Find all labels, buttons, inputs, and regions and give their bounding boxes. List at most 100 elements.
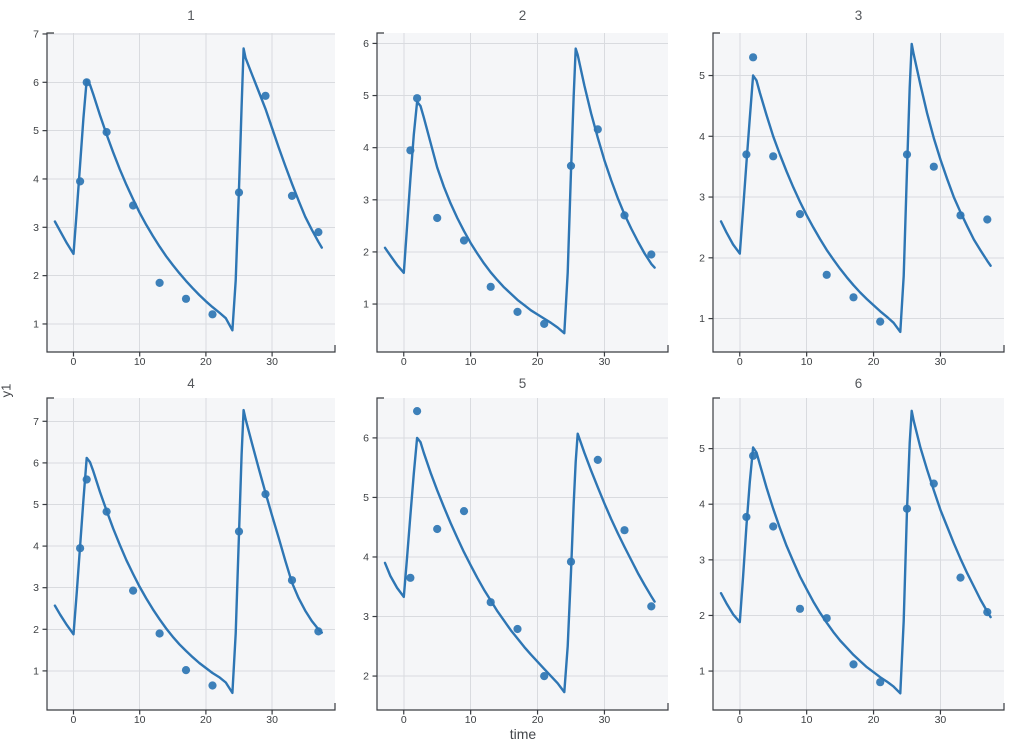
tick-label: 2	[33, 270, 39, 282]
data-point	[433, 524, 442, 534]
tick-label: 30	[599, 714, 611, 726]
tick-label: 5	[33, 499, 39, 511]
data-point	[902, 150, 912, 159]
tick-label: 30	[599, 356, 611, 368]
panel-background	[377, 33, 668, 352]
fit-line	[719, 42, 992, 334]
axis-spines	[712, 32, 1005, 353]
tick-label: 2	[363, 671, 369, 683]
tick-label: 1	[699, 313, 705, 325]
tick-label: 0	[737, 356, 743, 368]
data-point	[902, 504, 912, 513]
tick-label: 2	[363, 246, 369, 258]
data-point	[413, 94, 422, 103]
fit-line	[719, 409, 992, 695]
data-point	[287, 191, 297, 200]
data-point	[486, 598, 495, 607]
data-point	[929, 162, 938, 171]
panel-background	[47, 398, 335, 710]
tick-label: 20	[200, 356, 212, 368]
data-point	[742, 150, 751, 159]
panel-background	[47, 33, 335, 352]
data-point	[983, 215, 992, 224]
data-point	[769, 522, 778, 531]
data-point	[749, 53, 758, 62]
data-point	[647, 250, 656, 259]
tick-label: 0	[401, 714, 407, 726]
data-point	[76, 177, 85, 186]
panel-title: 3	[855, 8, 863, 23]
data-point	[181, 666, 191, 675]
tick-label: 3	[699, 554, 705, 566]
tick-label: 2	[699, 610, 705, 622]
data-point	[155, 629, 164, 638]
panel-background	[377, 398, 668, 710]
tick-label: 3	[699, 192, 705, 204]
data-point	[647, 602, 656, 611]
tick-label: 10	[134, 714, 146, 726]
data-point	[314, 627, 323, 636]
data-point	[433, 213, 442, 223]
tick-label: 5	[699, 70, 705, 82]
data-point	[406, 146, 415, 155]
x-axis-label: time	[509, 726, 537, 742]
tick-label: 20	[868, 714, 880, 726]
data-point	[876, 678, 885, 687]
panel-title: 5	[519, 376, 527, 391]
tick-label: 3	[363, 611, 369, 623]
data-point	[749, 451, 758, 460]
data-point	[261, 91, 270, 100]
y-axis-label: y1	[0, 383, 14, 398]
axis-spines	[376, 32, 669, 353]
data-point	[102, 507, 111, 516]
data-point	[102, 128, 111, 137]
data-point	[459, 507, 469, 516]
tick-label: 7	[33, 28, 39, 40]
data-point	[929, 479, 938, 488]
tick-label: 6	[363, 432, 369, 444]
data-point	[849, 293, 858, 302]
tick-label: 1	[33, 665, 39, 677]
axis-spines	[712, 397, 1005, 711]
data-point	[459, 236, 469, 245]
tick-label: 6	[363, 38, 369, 50]
data-point	[413, 407, 422, 416]
data-point	[76, 544, 85, 553]
tick-label: 5	[363, 90, 369, 102]
data-point	[983, 608, 992, 617]
data-point	[795, 210, 805, 219]
tick-label: 7	[33, 416, 39, 428]
data-point	[956, 573, 965, 582]
tick-label: 0	[737, 714, 743, 726]
panel-title: 1	[187, 8, 195, 23]
tick-label: 4	[699, 499, 705, 511]
data-point	[261, 490, 270, 499]
facet-panel-5: 2 3 4 5 6 0 10 20 30 5	[363, 376, 669, 726]
tick-label: 4	[33, 173, 39, 185]
data-point	[129, 201, 138, 210]
data-point	[822, 270, 831, 279]
tick-label: 5	[363, 492, 369, 504]
facet-panel-6: 1 2 3 4 5 0 10 20 30 6	[699, 376, 1005, 726]
tick-label: 1	[363, 299, 369, 311]
data-point	[593, 125, 602, 134]
data-point	[82, 78, 91, 87]
tick-label: 4	[363, 142, 369, 154]
tick-label: 30	[935, 714, 947, 726]
data-point	[540, 672, 549, 681]
data-point	[155, 278, 164, 287]
tick-label: 6	[33, 457, 39, 469]
data-point	[513, 307, 522, 316]
tick-label: 4	[699, 131, 705, 143]
panel-title: 2	[519, 8, 527, 23]
tick-label: 3	[33, 582, 39, 594]
tick-label: 4	[363, 551, 369, 563]
data-point	[956, 211, 965, 220]
data-point	[513, 624, 522, 634]
axis-spines	[46, 397, 336, 711]
facet-panel-1: 1 2 3 4 5 6 7 0 10 20 30 1	[33, 8, 336, 368]
panel-title: 6	[855, 376, 863, 391]
panel-title: 4	[187, 376, 195, 391]
tick-label: 30	[935, 356, 947, 368]
data-point	[769, 152, 778, 161]
